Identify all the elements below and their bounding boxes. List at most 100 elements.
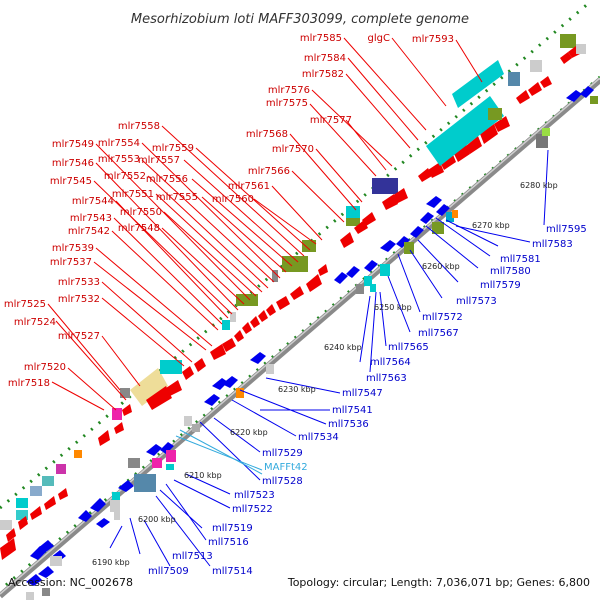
gene-label[interactable]: mlr7585: [300, 33, 342, 44]
gene-label[interactable]: mll7516: [208, 537, 249, 548]
gene-label[interactable]: mll7514: [212, 566, 253, 577]
gene-label[interactable]: mlr7548: [118, 223, 160, 234]
gene-arrow: [258, 310, 268, 322]
gene-label[interactable]: mlr7576: [268, 85, 310, 96]
gene-arrow: [146, 386, 172, 410]
gene-label[interactable]: mll7529: [262, 448, 303, 459]
gene-label[interactable]: mlr7582: [302, 69, 344, 80]
gene-label[interactable]: mll7547: [342, 388, 383, 399]
gene-arrow: [560, 52, 572, 64]
gene-arrow: [410, 226, 424, 238]
gene-arrow: [250, 352, 266, 364]
gene-box: [114, 512, 120, 520]
gene-label[interactable]: mlr7584: [304, 53, 346, 64]
gene-arrow: [580, 86, 594, 98]
gene-label[interactable]: mlr7568: [246, 129, 288, 140]
gene-label[interactable]: mlr7554: [98, 138, 140, 149]
gene-label[interactable]: mlr7543: [70, 213, 112, 224]
gene-label[interactable]: mll7523: [234, 490, 275, 501]
gene-box: [42, 476, 54, 486]
gene-box: [542, 128, 550, 136]
gene-arrow: [78, 510, 92, 522]
gene-label[interactable]: mll7522: [232, 504, 273, 515]
gene-arrow: [234, 330, 244, 342]
gene-label[interactable]: mlr7561: [228, 181, 270, 192]
gene-box: [166, 464, 174, 470]
gene-label[interactable]: mll7581: [500, 254, 541, 265]
gene-box: [16, 510, 28, 520]
gene-label[interactable]: mll7513: [172, 551, 213, 562]
scale-label: 6220 kbp: [230, 428, 268, 437]
gene-label[interactable]: mlr7542: [68, 226, 110, 237]
gene-label[interactable]: mll7534: [298, 432, 339, 443]
gene-arrow: [96, 518, 110, 528]
gene-label[interactable]: mlr7566: [248, 166, 290, 177]
gene-box: [372, 178, 398, 194]
gene-arrow: [392, 188, 408, 204]
gene-label[interactable]: mlr7556: [146, 174, 188, 185]
gene-label[interactable]: mll7509: [148, 566, 189, 577]
gene-label[interactable]: mlr7593: [412, 34, 454, 45]
scale-label: 6280 kbp: [520, 181, 558, 190]
gene-label[interactable]: mlr7552: [104, 171, 146, 182]
rna-gene-label[interactable]: MAFFt42: [264, 462, 308, 473]
gene-label[interactable]: mlr7555: [156, 192, 198, 203]
gene-label[interactable]: mlr7537: [50, 257, 92, 268]
gene-box: [590, 96, 598, 104]
gene-label[interactable]: mlr7539: [52, 243, 94, 254]
gene-label[interactable]: mll7541: [332, 405, 373, 416]
gene-arrow: [426, 196, 442, 208]
gene-label[interactable]: mll7595: [546, 224, 587, 235]
gene-box: [30, 486, 42, 496]
gene-arrow: [18, 516, 28, 530]
gene-label[interactable]: mlr7532: [58, 294, 100, 305]
gene-box: [134, 474, 156, 492]
gene-label[interactable]: mll7536: [328, 419, 369, 430]
gene-label[interactable]: mlr7524: [14, 317, 56, 328]
scale-label: 6210 kbp: [184, 471, 222, 480]
gene-label[interactable]: mlr7570: [272, 144, 314, 155]
gene-label[interactable]: mll7580: [490, 266, 531, 277]
gene-label[interactable]: mlr7546: [52, 158, 94, 169]
gene-box: [112, 408, 122, 420]
scale-label: 6230 kbp: [278, 385, 316, 394]
gene-label[interactable]: mll7563: [366, 373, 407, 384]
gene-label[interactable]: mll7579: [480, 280, 521, 291]
gene-box: [50, 556, 62, 566]
gene-label[interactable]: mll7519: [212, 523, 253, 534]
gene-label[interactable]: mlr7520: [24, 362, 66, 373]
gene-label[interactable]: mll7572: [422, 312, 463, 323]
gene-box: [16, 498, 28, 508]
gene-label[interactable]: mlr7557: [138, 155, 180, 166]
gene-label[interactable]: mll7583: [532, 239, 573, 250]
gene-label[interactable]: mlr7518: [8, 378, 50, 389]
gene-box: [432, 222, 444, 234]
gene-label[interactable]: mll7565: [388, 342, 429, 353]
gene-label[interactable]: mlr7549: [52, 139, 94, 150]
gene-label[interactable]: mll7564: [370, 357, 411, 368]
gene-label[interactable]: mlr7545: [50, 176, 92, 187]
gene-label[interactable]: mlr7558: [118, 121, 160, 132]
gene-box: [236, 388, 244, 398]
gene-label[interactable]: glgC: [368, 33, 390, 44]
gene-label[interactable]: mll7528: [262, 476, 303, 487]
gene-label[interactable]: mll7573: [456, 296, 497, 307]
gene-label[interactable]: mlr7560: [212, 194, 254, 205]
gene-label[interactable]: mlr7577: [310, 115, 352, 126]
gene-label[interactable]: mlr7527: [58, 331, 100, 342]
gene-label[interactable]: mlr7551: [112, 189, 154, 200]
gene-arrow: [454, 144, 470, 162]
gene-label[interactable]: mlr7553: [98, 154, 140, 165]
gene-label[interactable]: mlr7533: [58, 277, 100, 288]
gene-box: [282, 256, 308, 272]
gene-label[interactable]: mlr7559: [152, 143, 194, 154]
gene-label[interactable]: mlr7544: [72, 196, 114, 207]
gene-label[interactable]: mlr7525: [4, 299, 46, 310]
gene-label[interactable]: mlr7550: [120, 207, 162, 218]
gene-box: [560, 34, 576, 48]
gene-label[interactable]: mll7567: [418, 328, 459, 339]
gene-arrow: [222, 376, 238, 388]
gene-box: [74, 450, 82, 458]
gene-label[interactable]: mlr7575: [266, 98, 308, 109]
